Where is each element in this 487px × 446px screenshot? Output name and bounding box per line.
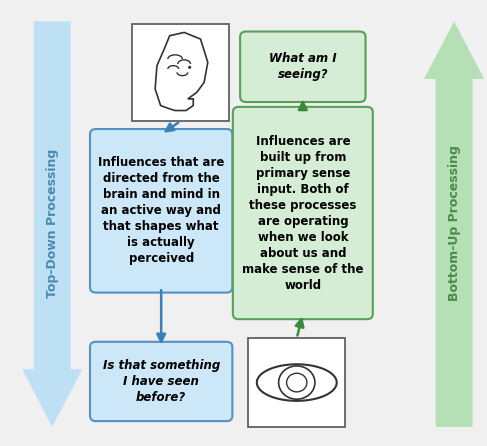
Circle shape	[286, 373, 307, 392]
Text: Influences that are
directed from the
brain and mind in
an active way and
that s: Influences that are directed from the br…	[98, 156, 225, 265]
Text: Bottom-Up Processing: Bottom-Up Processing	[448, 145, 461, 301]
Text: Is that something
I have seen
before?: Is that something I have seen before?	[103, 359, 220, 404]
FancyBboxPatch shape	[233, 107, 373, 319]
Text: Influences are
built up from
primary sense
input. Both of
these processes
are op: Influences are built up from primary sen…	[242, 135, 364, 292]
FancyBboxPatch shape	[90, 342, 232, 421]
Circle shape	[279, 366, 315, 399]
Text: Top-Down Processing: Top-Down Processing	[46, 149, 59, 297]
FancyBboxPatch shape	[132, 24, 229, 121]
Circle shape	[189, 66, 190, 68]
Text: What am I
seeing?: What am I seeing?	[269, 52, 337, 81]
FancyBboxPatch shape	[248, 338, 345, 427]
Polygon shape	[155, 33, 208, 111]
FancyBboxPatch shape	[240, 32, 366, 102]
Polygon shape	[257, 364, 337, 401]
FancyBboxPatch shape	[90, 129, 232, 293]
Polygon shape	[22, 21, 82, 427]
Polygon shape	[424, 21, 484, 427]
